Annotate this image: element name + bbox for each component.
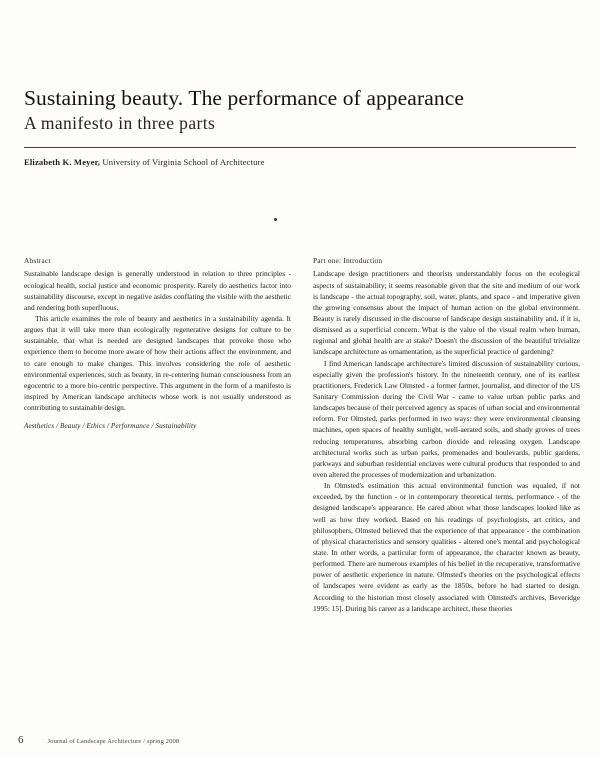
abstract-paragraph: Sustainable landscape design is generall… — [24, 269, 291, 312]
center-dot-mark — [274, 218, 277, 221]
abstract-paragraph: This article examines the role of beauty… — [24, 314, 291, 413]
author-byline: Elizabeth K. Meyer, University of Virgin… — [24, 157, 576, 167]
page-subtitle: A manifesto in three parts — [24, 113, 216, 134]
journal-footer-text: Journal of Landscape Architecture / spri… — [47, 738, 180, 745]
introduction-column: Part one: Introduction Landscape design … — [313, 256, 580, 614]
abstract-column: Abstract Sustainable landscape design is… — [24, 256, 291, 614]
author-name: Elizabeth K. Meyer, — [24, 157, 101, 168]
article-columns: Abstract Sustainable landscape design is… — [24, 256, 580, 614]
page-title: Sustaining beauty. The performance of ap… — [24, 86, 464, 110]
abstract-heading: Abstract — [24, 256, 51, 265]
author-affiliation: University of Virginia School of Archite… — [102, 157, 265, 168]
introduction-paragraph: I find American landscape architecture's… — [313, 358, 580, 480]
page-footer: 6 Journal of Landscape Architecture / sp… — [18, 734, 578, 746]
introduction-heading: Part one: Introduction — [313, 256, 383, 265]
page-number: 6 — [18, 734, 24, 746]
title-block: Sustaining beauty. The performance of ap… — [24, 86, 576, 167]
keywords-line: Aesthetics / Beauty / Ethics / Performan… — [24, 422, 197, 431]
introduction-paragraph: In Olmsted's estimation this actual envi… — [313, 481, 580, 613]
title-divider — [24, 147, 576, 149]
introduction-paragraph: Landscape design practitioners and theor… — [313, 269, 580, 357]
